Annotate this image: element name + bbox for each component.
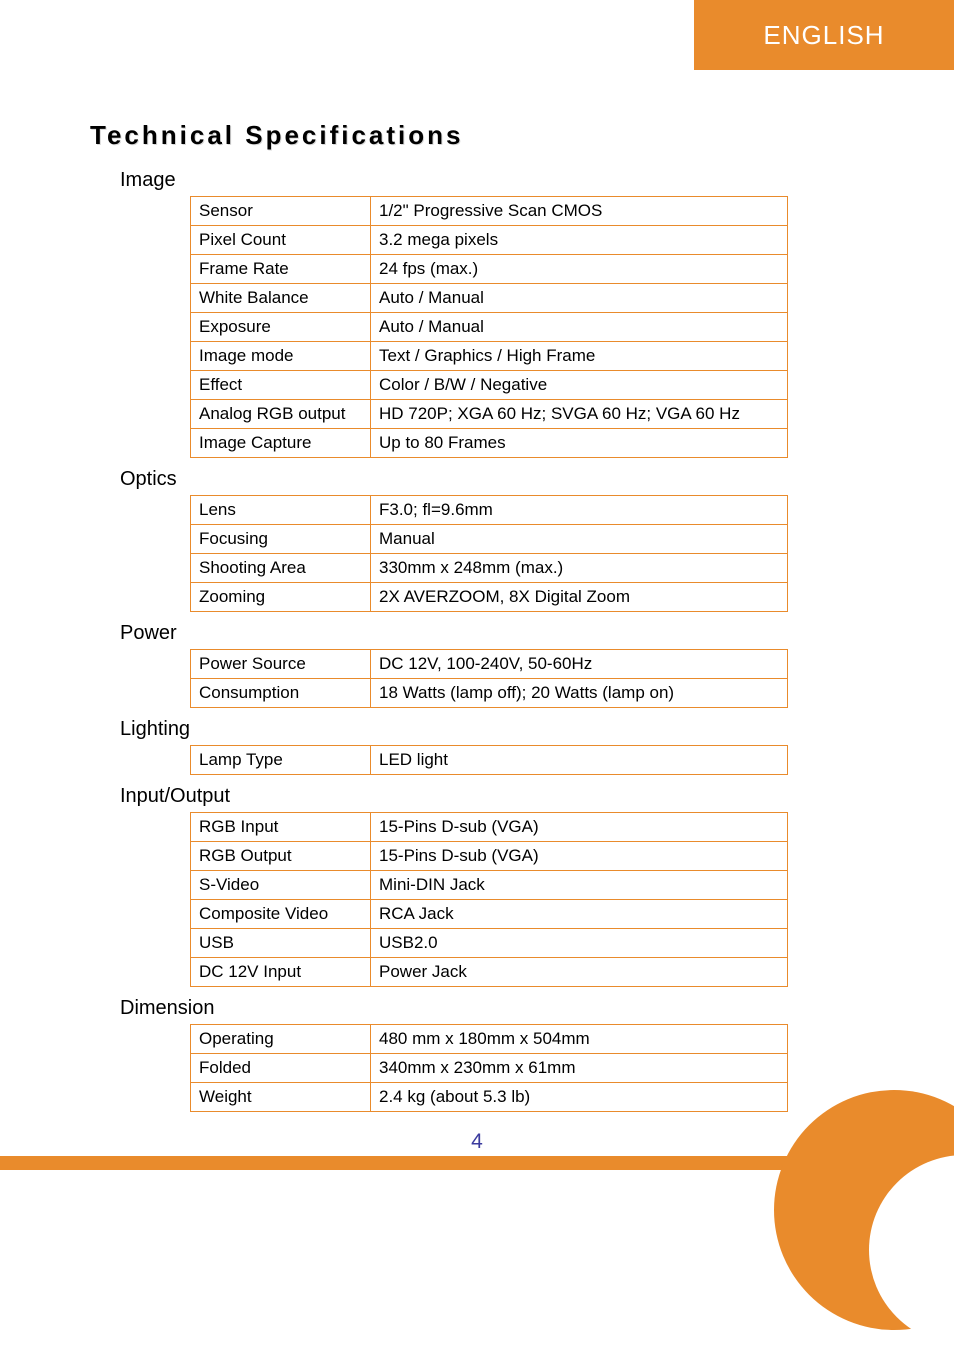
language-label: ENGLISH: [763, 20, 884, 51]
table-row: Operating480 mm x 180mm x 504mm: [191, 1025, 788, 1054]
content-area: Technical Specifications Image Sensor1/2"…: [0, 0, 954, 1112]
spec-label: RGB Input: [191, 813, 371, 842]
spec-value: F3.0; fl=9.6mm: [371, 496, 788, 525]
sections-container: Image Sensor1/2" Progressive Scan CMOSPix…: [90, 169, 864, 1112]
spec-value: Auto / Manual: [371, 313, 788, 342]
spec-table: RGB Input15-Pins D-sub (VGA)RGB Output15…: [190, 812, 788, 987]
table-row: USBUSB2.0: [191, 929, 788, 958]
table-row: FocusingManual: [191, 525, 788, 554]
spec-label: Focusing: [191, 525, 371, 554]
table-row: Analog RGB outputHD 720P; XGA 60 Hz; SVG…: [191, 400, 788, 429]
table-row: Image modeText / Graphics / High Frame: [191, 342, 788, 371]
spec-table: Power SourceDC 12V, 100-240V, 50-60HzCon…: [190, 649, 788, 708]
table-row: DC 12V InputPower Jack: [191, 958, 788, 987]
table-row: Weight2.4 kg (about 5.3 lb): [191, 1083, 788, 1112]
spec-value: 340mm x 230mm x 61mm: [371, 1054, 788, 1083]
spec-section: Input/Output RGB Input15-Pins D-sub (VGA)…: [90, 785, 864, 987]
spec-label: Weight: [191, 1083, 371, 1112]
spec-label: Exposure: [191, 313, 371, 342]
table-row: Consumption18 Watts (lamp off); 20 Watts…: [191, 679, 788, 708]
spec-label: RGB Output: [191, 842, 371, 871]
spec-label: Power Source: [191, 650, 371, 679]
spec-label: Analog RGB output: [191, 400, 371, 429]
spec-table: Operating480 mm x 180mm x 504mmFolded340…: [190, 1024, 788, 1112]
spec-label: Zooming: [191, 583, 371, 612]
spec-value: 330mm x 248mm (max.): [371, 554, 788, 583]
table-row: EffectColor / B/W / Negative: [191, 371, 788, 400]
table-row: Composite VideoRCA Jack: [191, 900, 788, 929]
spec-value: 480 mm x 180mm x 504mm: [371, 1025, 788, 1054]
spec-value: 15-Pins D-sub (VGA): [371, 842, 788, 871]
table-row: RGB Output15-Pins D-sub (VGA): [191, 842, 788, 871]
spec-value: Color / B/W / Negative: [371, 371, 788, 400]
spec-label: Composite Video: [191, 900, 371, 929]
table-row: ExposureAuto / Manual: [191, 313, 788, 342]
table-row: White BalanceAuto / Manual: [191, 284, 788, 313]
spec-section: Power Power SourceDC 12V, 100-240V, 50-60…: [90, 622, 864, 708]
spec-label: DC 12V Input: [191, 958, 371, 987]
spec-section: Optics LensF3.0; fl=9.6mmFocusingManualSh…: [90, 468, 864, 612]
spec-value: 1/2" Progressive Scan CMOS: [371, 197, 788, 226]
spec-label: Frame Rate: [191, 255, 371, 284]
spec-section: Image Sensor1/2" Progressive Scan CMOSPix…: [90, 169, 864, 458]
spec-value: 24 fps (max.): [371, 255, 788, 284]
language-tab: ENGLISH: [694, 0, 954, 70]
spec-value: RCA Jack: [371, 900, 788, 929]
spec-label: Pixel Count: [191, 226, 371, 255]
spec-value: Up to 80 Frames: [371, 429, 788, 458]
spec-section: Lighting Lamp TypeLED light: [90, 718, 864, 775]
spec-value: Text / Graphics / High Frame: [371, 342, 788, 371]
spec-label: Effect: [191, 371, 371, 400]
spec-label: White Balance: [191, 284, 371, 313]
spec-value: 3.2 mega pixels: [371, 226, 788, 255]
table-row: Frame Rate24 fps (max.): [191, 255, 788, 284]
page-title: Technical Specifications: [90, 120, 864, 151]
section-title: Lighting: [120, 718, 864, 741]
spec-value: 2.4 kg (about 5.3 lb): [371, 1083, 788, 1112]
table-row: S-VideoMini-DIN Jack: [191, 871, 788, 900]
table-row: RGB Input15-Pins D-sub (VGA): [191, 813, 788, 842]
spec-value: Mini-DIN Jack: [371, 871, 788, 900]
spec-value: LED light: [371, 746, 788, 775]
spec-table: Sensor1/2" Progressive Scan CMOSPixel Co…: [190, 196, 788, 458]
section-title: Input/Output: [120, 785, 864, 808]
spec-value: 15-Pins D-sub (VGA): [371, 813, 788, 842]
table-row: Image CaptureUp to 80 Frames: [191, 429, 788, 458]
section-title: Image: [120, 169, 864, 192]
spec-value: USB2.0: [371, 929, 788, 958]
table-row: LensF3.0; fl=9.6mm: [191, 496, 788, 525]
spec-value: Auto / Manual: [371, 284, 788, 313]
spec-value: HD 720P; XGA 60 Hz; SVGA 60 Hz; VGA 60 H…: [371, 400, 788, 429]
spec-value: Manual: [371, 525, 788, 554]
spec-label: Lens: [191, 496, 371, 525]
spec-label: S-Video: [191, 871, 371, 900]
spec-value: 18 Watts (lamp off); 20 Watts (lamp on): [371, 679, 788, 708]
spec-value: DC 12V, 100-240V, 50-60Hz: [371, 650, 788, 679]
table-row: Zooming2X AVERZOOM, 8X Digital Zoom: [191, 583, 788, 612]
spec-label: Image mode: [191, 342, 371, 371]
spec-label: Image Capture: [191, 429, 371, 458]
spec-label: Sensor: [191, 197, 371, 226]
section-title: Dimension: [120, 997, 864, 1020]
section-title: Power: [120, 622, 864, 645]
section-title: Optics: [120, 468, 864, 491]
spec-label: USB: [191, 929, 371, 958]
spec-value: Power Jack: [371, 958, 788, 987]
spec-label: Operating: [191, 1025, 371, 1054]
table-row: Lamp TypeLED light: [191, 746, 788, 775]
table-row: Power SourceDC 12V, 100-240V, 50-60Hz: [191, 650, 788, 679]
spec-section: Dimension Operating480 mm x 180mm x 504mm…: [90, 997, 864, 1112]
spec-label: Shooting Area: [191, 554, 371, 583]
page-footer: 4: [0, 1155, 954, 1270]
spec-label: Consumption: [191, 679, 371, 708]
spec-label: Lamp Type: [191, 746, 371, 775]
table-row: Pixel Count3.2 mega pixels: [191, 226, 788, 255]
spec-table: LensF3.0; fl=9.6mmFocusingManualShooting…: [190, 495, 788, 612]
spec-label: Folded: [191, 1054, 371, 1083]
table-row: Sensor1/2" Progressive Scan CMOS: [191, 197, 788, 226]
table-row: Shooting Area330mm x 248mm (max.): [191, 554, 788, 583]
table-row: Folded340mm x 230mm x 61mm: [191, 1054, 788, 1083]
spec-value: 2X AVERZOOM, 8X Digital Zoom: [371, 583, 788, 612]
spec-table: Lamp TypeLED light: [190, 745, 788, 775]
